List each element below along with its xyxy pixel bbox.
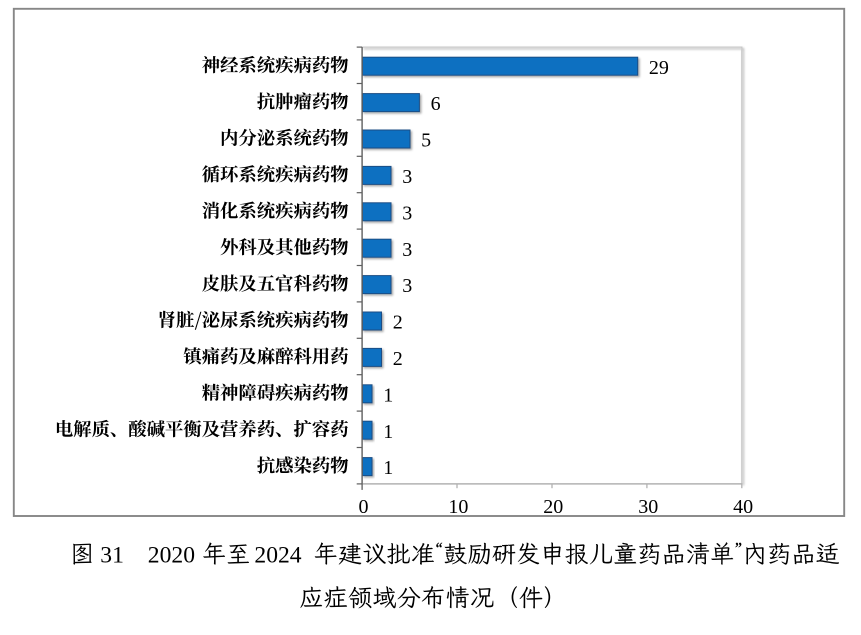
svg-text:31: 31: [100, 542, 124, 568]
svg-text:40: 40: [733, 496, 753, 518]
svg-text:3: 3: [402, 239, 412, 261]
svg-text:10: 10: [448, 496, 468, 518]
svg-text:1: 1: [383, 421, 393, 443]
svg-text:2024: 2024: [254, 542, 301, 568]
svg-text:3: 3: [402, 275, 412, 297]
svg-text:20: 20: [543, 496, 563, 518]
svg-text:2: 2: [393, 348, 403, 370]
svg-text:3: 3: [402, 166, 412, 188]
svg-text:2: 2: [393, 312, 403, 334]
svg-text:30: 30: [638, 496, 658, 518]
svg-text:1: 1: [383, 457, 393, 479]
svg-text:5: 5: [421, 130, 431, 152]
svg-text:6: 6: [431, 93, 441, 115]
svg-text:1: 1: [383, 384, 393, 406]
svg-text:3: 3: [402, 202, 412, 224]
svg-text:29: 29: [649, 57, 669, 79]
svg-text:0: 0: [359, 496, 369, 518]
svg-text:2020: 2020: [148, 542, 195, 568]
